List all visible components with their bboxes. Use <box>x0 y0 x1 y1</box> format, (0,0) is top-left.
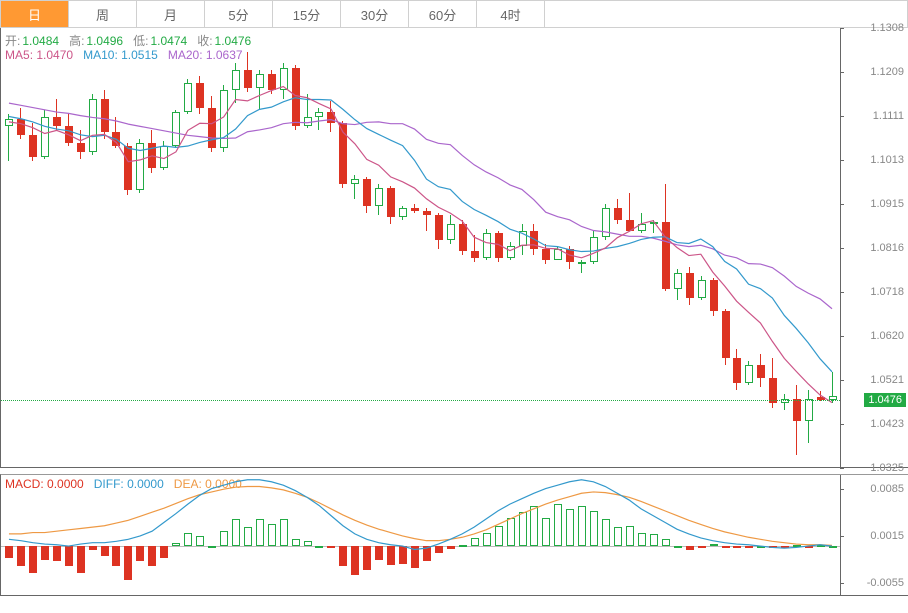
tab-4时[interactable]: 4时 <box>477 1 545 27</box>
price-y-axis: 1.13081.12091.11111.10131.09151.08161.07… <box>840 28 908 467</box>
current-price-tag: 1.0476 <box>864 393 906 407</box>
tab-60分[interactable]: 60分 <box>409 1 477 27</box>
tab-5分[interactable]: 5分 <box>205 1 273 27</box>
main-price-chart[interactable]: 开:1.0484 高:1.0496 低:1.0474 收:1.0476 MA5:… <box>0 28 908 468</box>
macd-bars <box>1 475 840 595</box>
tab-日[interactable]: 日 <box>1 1 69 27</box>
timeframe-tabs: 日周月5分15分30分60分4时 <box>0 0 908 28</box>
macd-chart[interactable]: MACD: 0.0000 DIFF: 0.0000 DEA: 0.0000 0.… <box>0 474 908 596</box>
tab-周[interactable]: 周 <box>69 1 137 27</box>
tab-30分[interactable]: 30分 <box>341 1 409 27</box>
macd-y-axis: 0.00850.0015-0.0055 <box>840 475 908 595</box>
tab-月[interactable]: 月 <box>137 1 205 27</box>
current-price-line <box>1 400 840 401</box>
tab-15分[interactable]: 15分 <box>273 1 341 27</box>
